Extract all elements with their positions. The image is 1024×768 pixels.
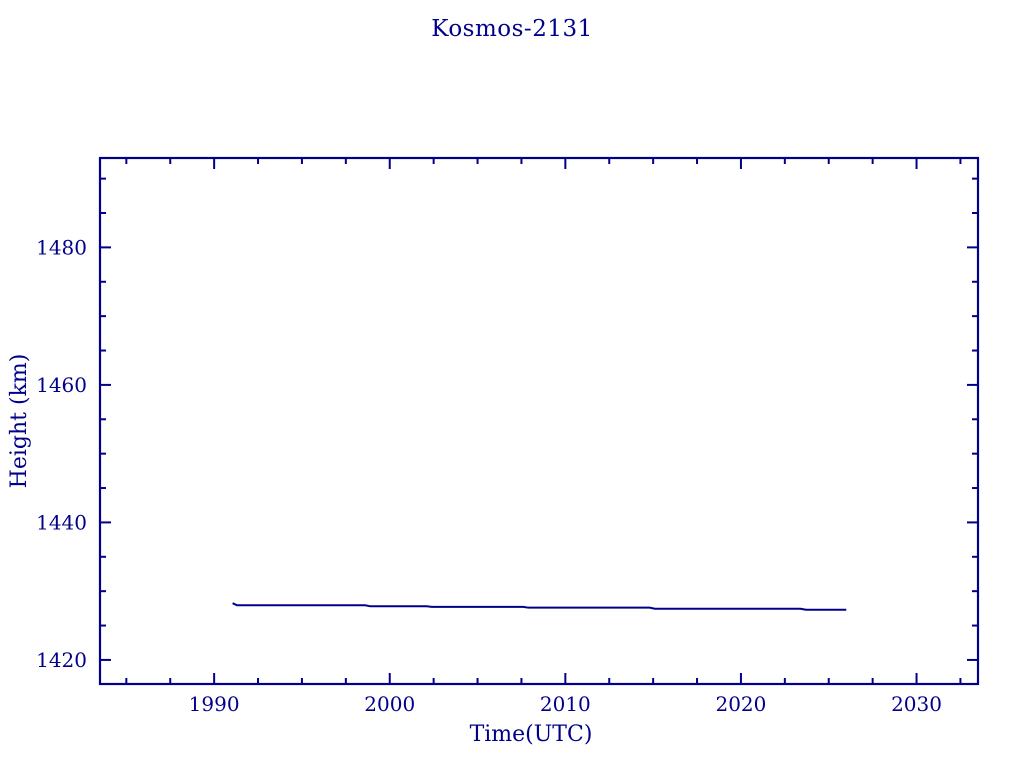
- y-axis-title: Height (km): [7, 354, 32, 489]
- x-axis-title: Time(UTC): [470, 722, 593, 747]
- y-tick-label: 1440: [36, 510, 87, 534]
- data-series-line: [232, 602, 847, 611]
- series-height: [232, 602, 847, 611]
- plot-frame: [98, 156, 980, 686]
- x-tick-label: 2010: [540, 692, 591, 716]
- x-tick-label: 1990: [189, 692, 240, 716]
- x-axis-ticks: [125, 158, 962, 684]
- y-axis-tick-labels: 1420 1440 1460 1480: [36, 235, 87, 672]
- y-tick-label: 1420: [36, 648, 87, 672]
- chart-title: Kosmos-2131: [431, 16, 593, 42]
- y-tick-label: 1460: [36, 373, 87, 397]
- x-tick-label: 2000: [364, 692, 415, 716]
- x-axis-tick-labels: 1990 2000 2010 2020 2030: [189, 692, 942, 716]
- y-axis-ticks: [100, 177, 978, 661]
- y-tick-label: 1480: [36, 235, 87, 259]
- x-tick-label: 2020: [715, 692, 766, 716]
- x-tick-label: 2030: [891, 692, 942, 716]
